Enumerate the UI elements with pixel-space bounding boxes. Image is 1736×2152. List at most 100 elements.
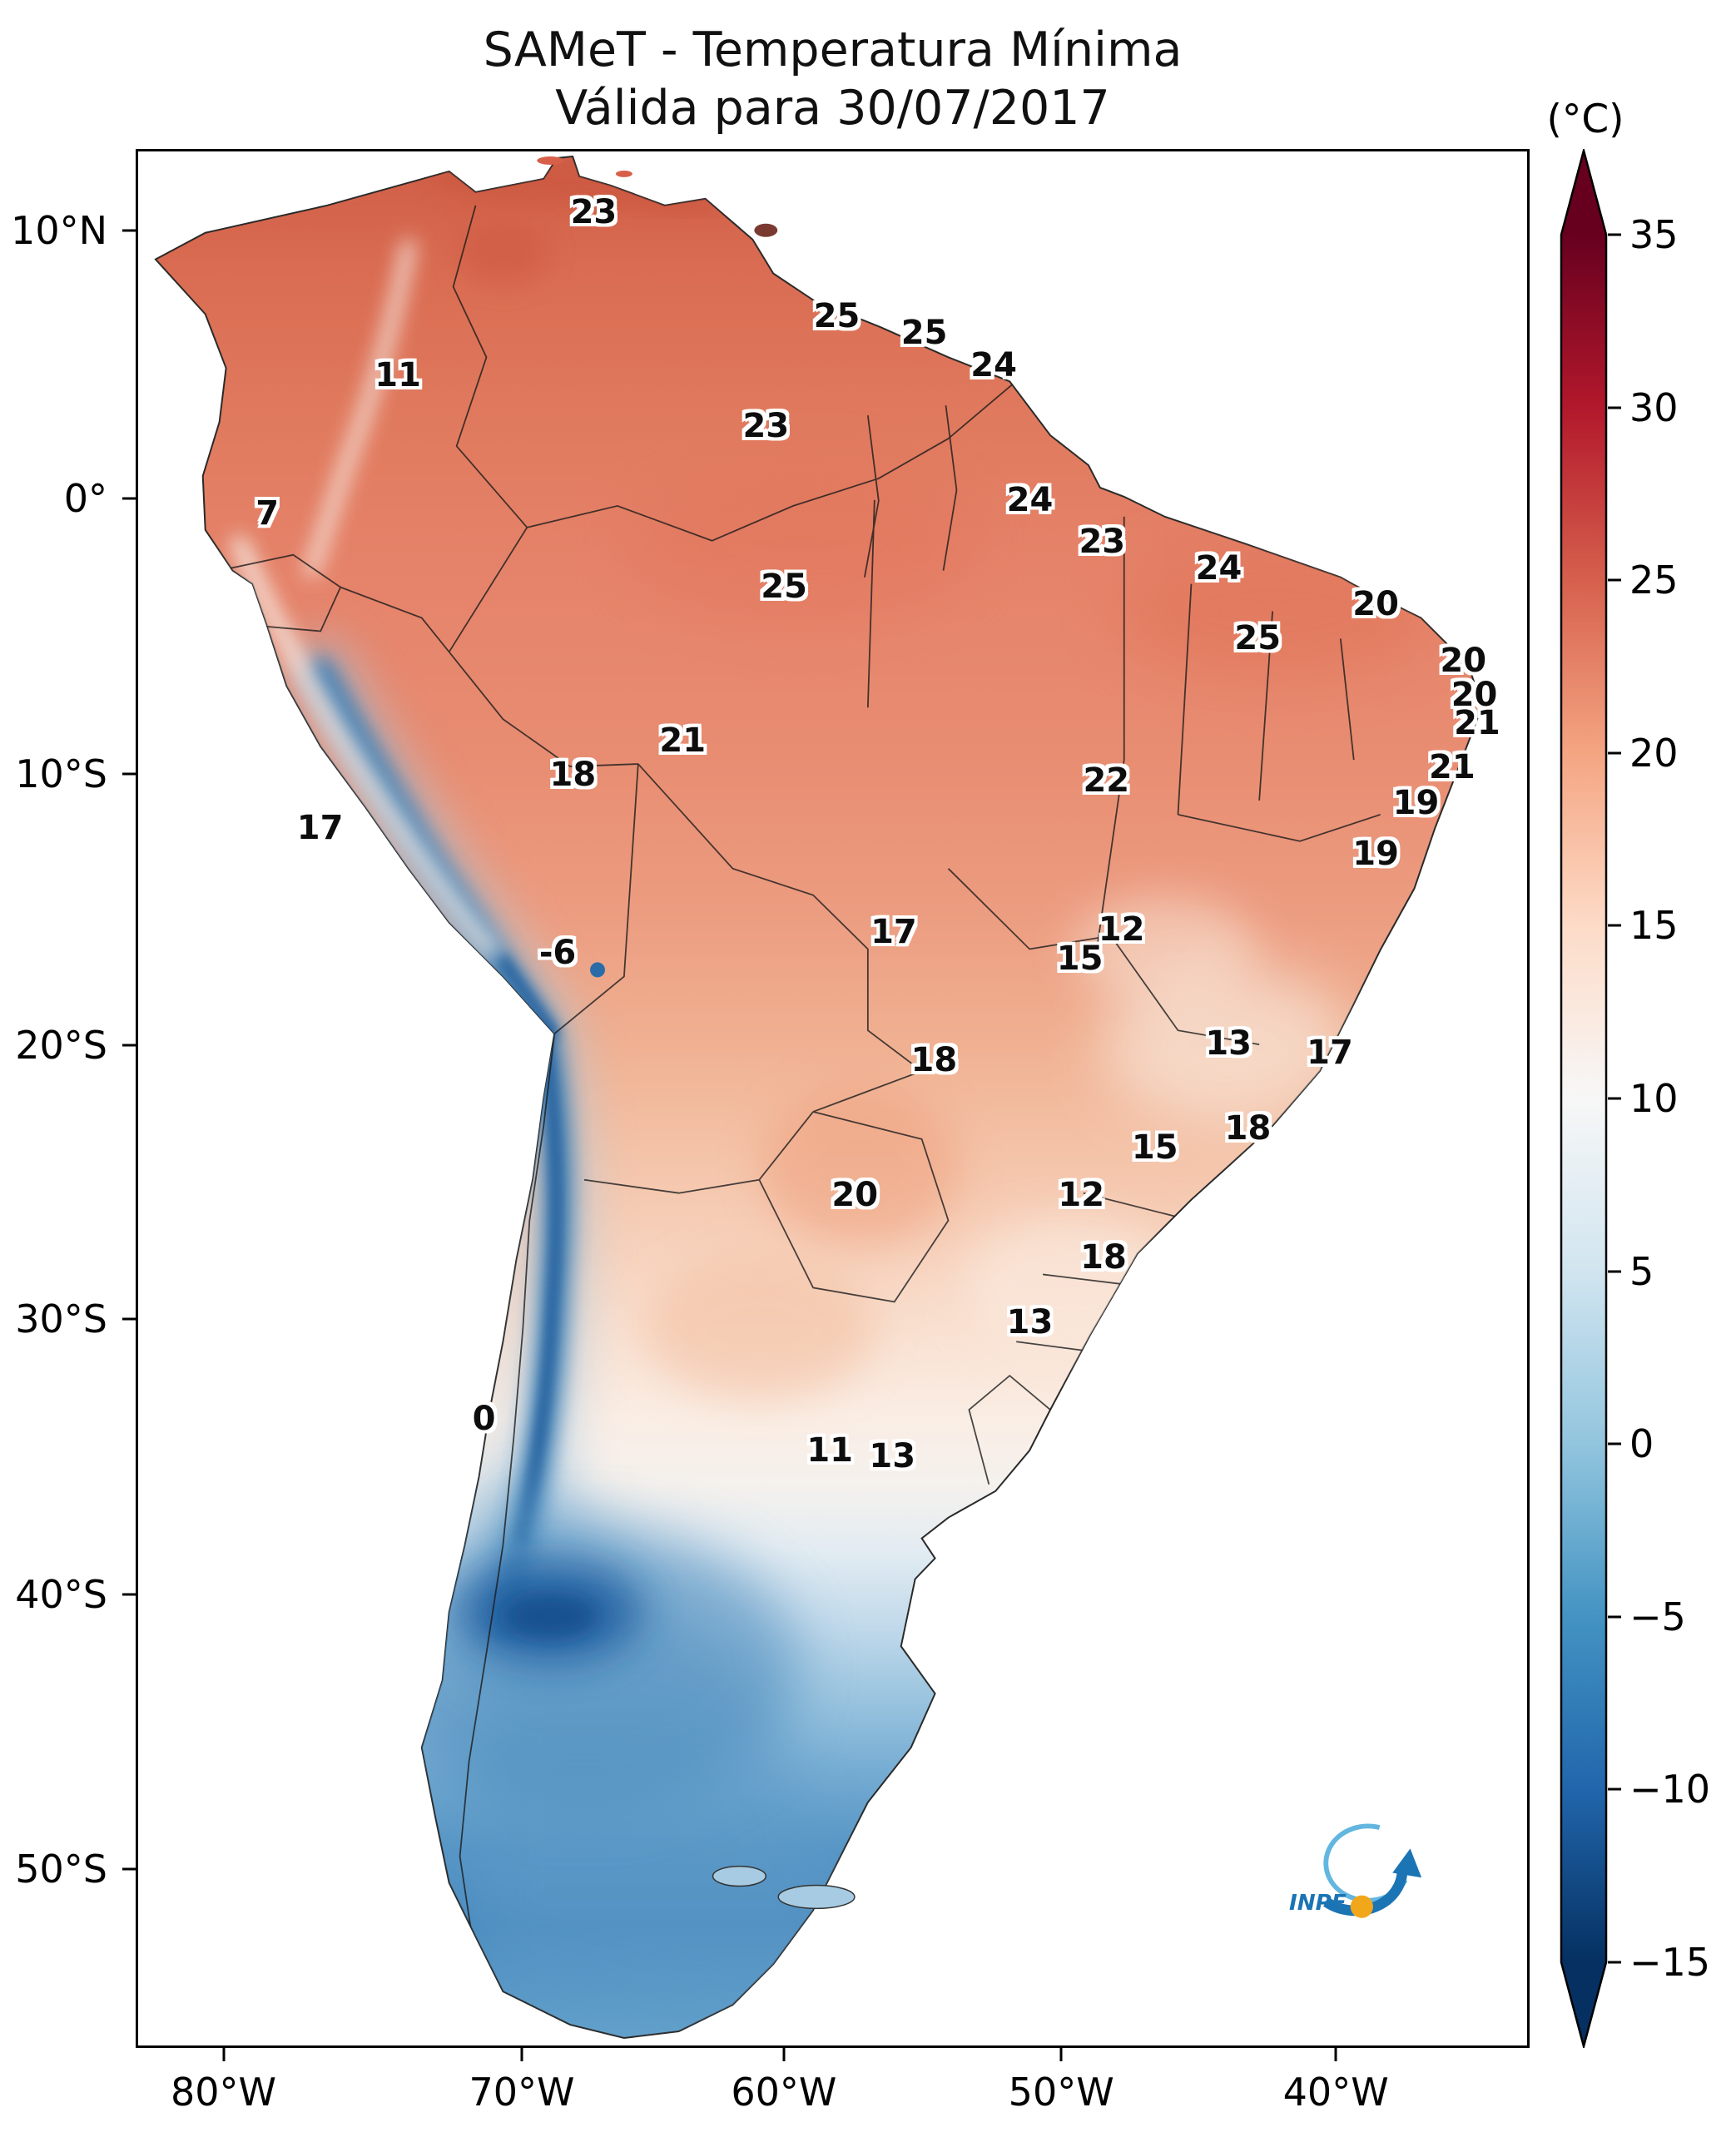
station-temp-label: 18 — [1224, 1109, 1272, 1148]
station-temp-label: 23 — [1079, 522, 1126, 561]
latitude-tick-label: 50°S — [15, 1847, 107, 1892]
latitude-tick-label: 10°N — [11, 208, 107, 254]
south-america-temperature-map — [154, 155, 1484, 2040]
latitude-tick-mark — [122, 497, 136, 500]
station-temp-label: 24 — [1006, 480, 1054, 519]
station-temp-label: 11 — [806, 1431, 853, 1470]
latitude-tick-label: 20°S — [15, 1023, 107, 1069]
colorbar-tick-label: 35 — [1629, 212, 1679, 257]
station-temp-label: 17 — [870, 912, 917, 951]
colorbar-tick-label: 25 — [1629, 558, 1679, 603]
colorbar-ticks: 35 30 25 20 15 10 5 0 −5 −10 −15 — [1608, 212, 1736, 1985]
colorbar-tick-mark — [1608, 1270, 1621, 1273]
logo-arrow-arc — [1322, 1867, 1408, 1916]
station-temp-label: 13 — [1006, 1302, 1054, 1341]
colorbar-tick-mark — [1608, 578, 1621, 582]
longitude-tick-mark — [1059, 2048, 1063, 2061]
station-temp-label: 25 — [900, 314, 948, 353]
station-temp-label: 23 — [742, 407, 790, 446]
map-plot-area: 23 25 25 24 11 23 7 24 23 24 25 25 20 20 20 21 21 18 22 21 1… — [136, 149, 1530, 2048]
station-temp-label: 15 — [1131, 1128, 1178, 1168]
latitude-tick-label: 30°S — [15, 1296, 107, 1341]
inpe-logo-graphic: INPE — [1289, 1823, 1422, 1918]
logo-text: INPE — [1289, 1891, 1347, 1916]
page-title: SAMeT - Temperatura Mínima Válida para 3… — [136, 22, 1530, 137]
station-temp-label: 21 — [1454, 704, 1500, 743]
longitude-tick-mark — [782, 2048, 786, 2061]
station-temp-label: 7 — [255, 493, 280, 533]
station-temp-label: 20 — [1451, 676, 1498, 715]
latitude-tick-mark — [122, 229, 136, 232]
longitude-tick-mark — [222, 2048, 226, 2061]
latitude-tick-mark — [122, 1317, 136, 1321]
longitude-tick-label: 50°W — [1008, 2070, 1114, 2115]
colorbar-tick-label: 0 — [1629, 1421, 1654, 1467]
longitude-tick-label: 80°W — [171, 2070, 277, 2115]
colorbar-tick-label: 30 — [1629, 384, 1679, 430]
temperature-field-overlays — [231, 164, 1431, 2032]
station-temp-label: 20 — [1440, 642, 1487, 681]
latitude-tick-mark — [122, 772, 136, 776]
colorbar-tick-mark — [1608, 1961, 1621, 1964]
station-temp-label: 0 — [472, 1399, 496, 1438]
station-temp-label: 25 — [1234, 618, 1282, 657]
station-temp-label: 11 — [374, 355, 421, 394]
station-temp-label: 25 — [761, 568, 807, 607]
station-temp-label: 18 — [910, 1041, 958, 1080]
colorbar-tick-mark — [1608, 1615, 1621, 1619]
country-and-state-borders — [219, 205, 1381, 1992]
latitude-tick-label: 0° — [63, 475, 107, 521]
station-temp-label: 19 — [1352, 835, 1399, 874]
latitude-tick-mark — [122, 1593, 136, 1596]
latitude-tick-mark — [122, 1044, 136, 1047]
title-line1: SAMeT - Temperatura Mínima — [483, 22, 1183, 77]
colorbar-tick-mark — [1608, 1442, 1621, 1445]
colorbar-tick-mark — [1608, 233, 1621, 236]
latitude-tick-label: 10°S — [15, 751, 107, 796]
station-temp-label: 18 — [1080, 1238, 1127, 1277]
station-temp-label: 24 — [970, 346, 1017, 385]
station-temp-label: 20 — [1352, 584, 1399, 623]
colorbar-tick-label: 20 — [1629, 730, 1679, 776]
colorbar-gradient — [1560, 146, 1608, 2050]
colorbar-tick-label: −10 — [1629, 1767, 1711, 1812]
lake-titicaca — [590, 962, 605, 978]
colorbar-tick-mark — [1608, 1097, 1621, 1100]
colorbar-unit-label: (°C) — [1546, 97, 1624, 142]
station-temp-label: 13 — [869, 1437, 916, 1476]
inpe-logo: INPE — [1284, 1803, 1430, 1941]
station-temp-label: 13 — [1205, 1024, 1252, 1063]
station-temp-label: 12 — [1098, 910, 1145, 950]
station-temp-label: -6 — [538, 933, 577, 972]
longitude-tick-label: 60°W — [731, 2070, 837, 2115]
station-temp-label: 19 — [1392, 783, 1440, 822]
station-temp-label: 23 — [570, 192, 618, 231]
title-line2: Válida para 30/07/2017 — [555, 80, 1110, 136]
station-temp-label: 18 — [549, 755, 597, 794]
colorbar-tick-label: 10 — [1629, 1076, 1679, 1121]
latitude-tick-mark — [122, 1867, 136, 1871]
colorbar-tick-mark — [1608, 1788, 1621, 1791]
longitude-tick-label: 40°W — [1282, 2070, 1389, 2115]
longitude-tick-label: 70°W — [469, 2070, 575, 2115]
station-temp-label: 15 — [1056, 939, 1104, 978]
station-temp-label: 25 — [813, 297, 861, 335]
colorbar — [1560, 146, 1608, 2050]
longitude-tick-mark — [520, 2048, 523, 2061]
station-temp-label: 17 — [296, 808, 344, 847]
longitude-axis: 80°W 70°W 60°W 50°W 40°W — [136, 2048, 1530, 2131]
station-temp-label: 17 — [1307, 1034, 1353, 1073]
colorbar-tick-label: −15 — [1629, 1940, 1711, 1985]
station-labels-layer: 23 25 25 24 11 23 7 24 23 24 25 25 20 20 20 21 21 18 22 21 1… — [138, 151, 1527, 2045]
colorbar-tick-mark — [1608, 924, 1621, 927]
station-temp-label: 22 — [1083, 761, 1130, 800]
colorbar-tick-label: 15 — [1629, 903, 1679, 949]
longitude-tick-mark — [1334, 2048, 1337, 2061]
latitude-axis: 10°N 0° 10°S 20°S 30°S 40°S 50°S — [0, 149, 136, 2048]
logo-arrow-head — [1392, 1848, 1422, 1877]
station-temp-label: 24 — [1195, 548, 1242, 588]
colorbar-tick-label: −5 — [1629, 1594, 1686, 1639]
colorbar-tick-mark — [1608, 406, 1621, 409]
islands — [537, 156, 856, 1910]
